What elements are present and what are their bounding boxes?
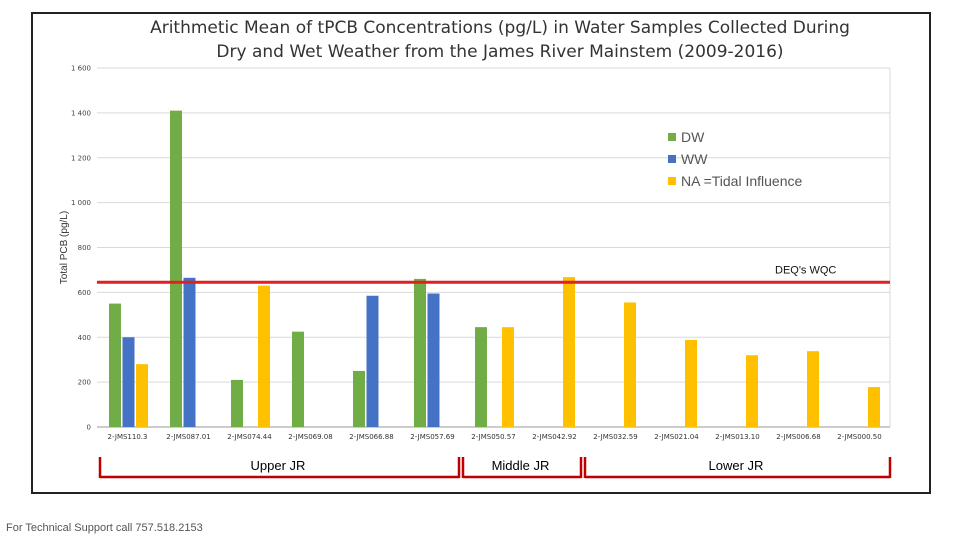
chart-title: Arithmetic Mean of tPCB Concentrations (… <box>150 18 850 62</box>
wqc-reference-label: DEQ's WQC <box>775 264 836 276</box>
y-tick-label: 1 000 <box>71 199 91 207</box>
bar-na <box>746 355 758 427</box>
bar-dw <box>231 379 243 427</box>
y-tick-label: 400 <box>78 334 91 342</box>
x-tick-label: 2-JMS066.88 <box>349 433 393 441</box>
x-tick-label: 2-JMS042.92 <box>532 433 576 441</box>
bar-na <box>258 285 270 427</box>
legend-swatch <box>668 155 676 163</box>
legend-label: NA =Tidal Influence <box>681 173 802 189</box>
x-tick-label: 2-JMS057.69 <box>410 433 454 441</box>
y-axis-label: Total PCB (pg/L) <box>59 211 70 284</box>
bar-na <box>624 302 636 427</box>
region-label: Middle JR <box>492 458 550 473</box>
bar-na <box>807 351 819 427</box>
bar-na <box>868 387 880 427</box>
y-tick-label: 1 400 <box>71 109 91 117</box>
x-tick-label: 2-JMS050.57 <box>471 433 515 441</box>
x-tick-label: 2-JMS110.3 <box>108 433 148 441</box>
y-tick-label: 600 <box>78 289 91 297</box>
bar-dw <box>109 303 121 427</box>
footer-support-text: For Technical Support call 757.518.2153 <box>6 522 203 534</box>
bar-na <box>136 364 148 427</box>
x-tick-label: 2-JMS032.59 <box>593 433 637 441</box>
x-tick-label: 2-JMS006.68 <box>776 433 820 441</box>
bar-na <box>563 277 575 427</box>
region-label: Upper JR <box>251 458 306 473</box>
x-tick-label: 2-JMS021.04 <box>654 433 699 441</box>
y-tick-label: 1 600 <box>71 65 91 73</box>
x-tick-label: 2-JMS000.50 <box>837 433 881 441</box>
chart-frame <box>31 12 931 494</box>
x-tick-label: 2-JMS013.10 <box>715 433 759 441</box>
region-label: Lower JR <box>709 458 764 473</box>
y-tick-label: 0 <box>87 424 91 432</box>
bar-dw <box>353 370 365 427</box>
y-tick-label: 1 200 <box>71 154 91 162</box>
bar-dw <box>292 331 304 427</box>
legend-swatch <box>668 133 676 141</box>
y-tick-label: 200 <box>78 379 91 387</box>
bar-dw <box>475 327 487 427</box>
x-tick-label: 2-JMS074.44 <box>227 433 272 441</box>
bar-ww <box>183 277 196 427</box>
bar-ww <box>122 337 135 427</box>
bar-na <box>685 339 697 427</box>
legend-swatch <box>668 177 676 185</box>
bar-dw <box>170 110 182 427</box>
y-tick-label: 800 <box>78 244 91 252</box>
bar-ww <box>427 293 440 427</box>
legend-label: DW <box>681 129 705 145</box>
bar-dw <box>414 278 426 427</box>
x-tick-label: 2-JMS087.01 <box>166 433 210 441</box>
bar-ww <box>366 295 379 427</box>
legend-label: WW <box>681 151 708 167</box>
x-tick-label: 2-JMS069.08 <box>288 433 332 441</box>
bar-na <box>502 327 514 427</box>
